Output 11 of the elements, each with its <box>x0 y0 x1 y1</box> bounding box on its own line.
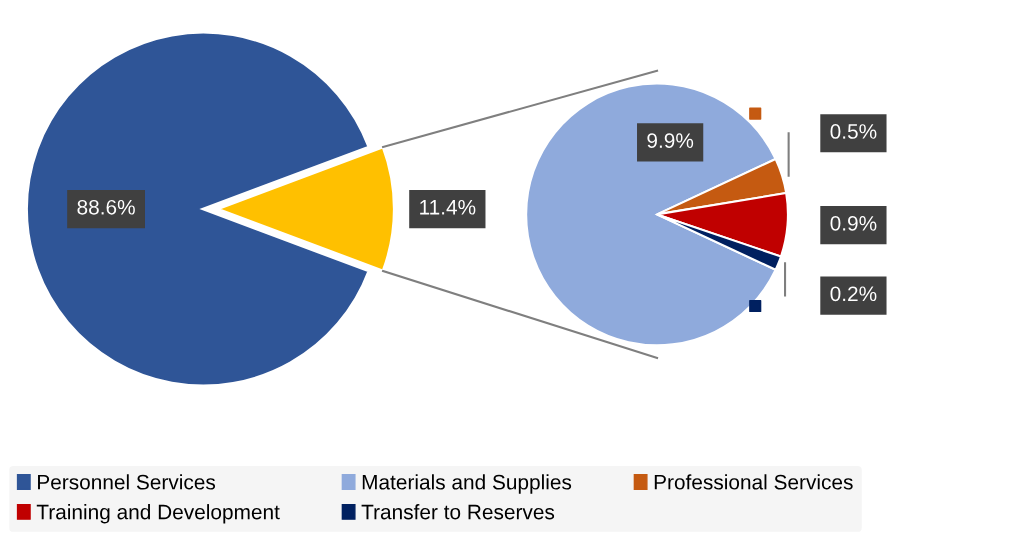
legend-label: Materials and Supplies <box>362 474 572 494</box>
legend-label: Training and Development <box>36 504 280 524</box>
legend-label: Transfer to Reserves <box>361 504 555 520</box>
data-label: 88.6% <box>77 199 135 215</box>
legend-label: Professional Services <box>654 474 853 490</box>
data-label: 0.2% <box>830 286 877 302</box>
data-label: 11.4% <box>420 199 476 215</box>
data-label: 9.9% <box>647 133 694 148</box>
data-label: 0.9% <box>830 215 877 231</box>
legend-label: Personnel Services <box>38 474 216 490</box>
data-label: 0.5% <box>830 124 877 139</box>
